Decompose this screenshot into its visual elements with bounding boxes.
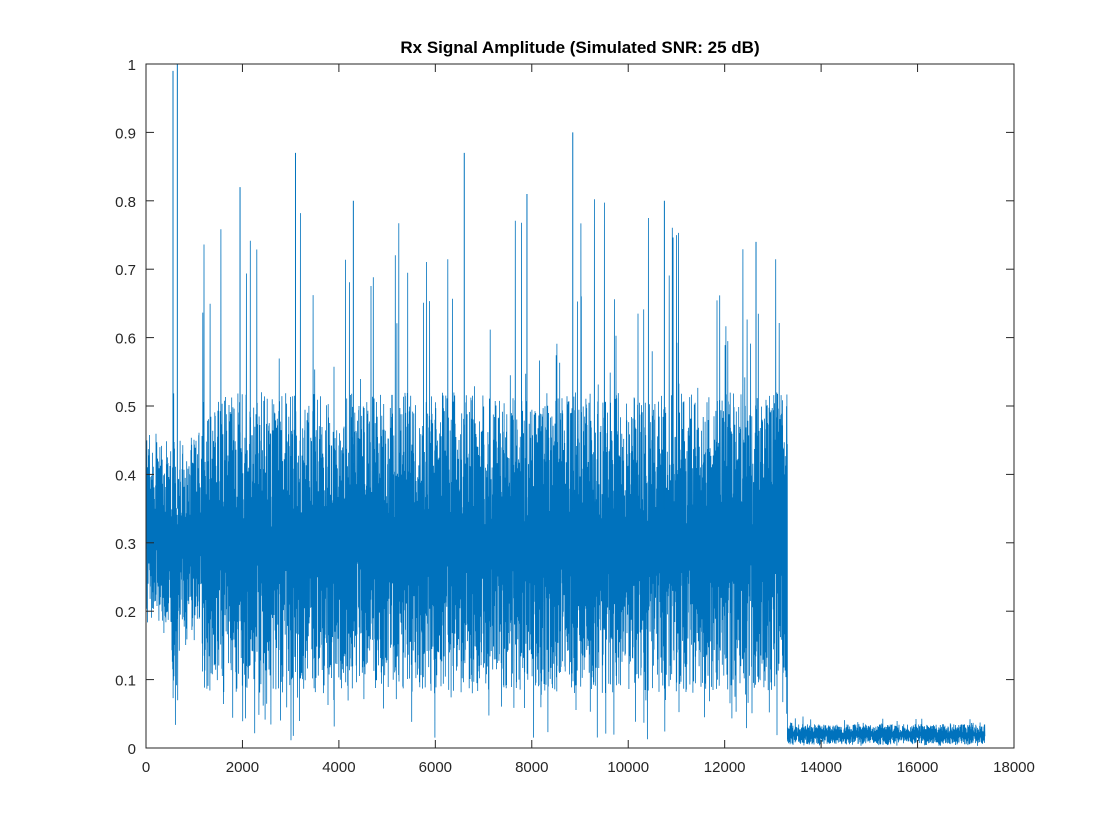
x-tick-label: 12000: [704, 759, 746, 776]
x-tick-label: 2000: [226, 759, 259, 776]
chart-title: Rx Signal Amplitude (Simulated SNR: 25 d…: [400, 38, 759, 57]
y-tick-label: 0.8: [115, 194, 136, 211]
x-tick-label: 18000: [993, 759, 1035, 776]
signal-series: [145, 64, 986, 746]
y-tick-label: 0.5: [115, 399, 136, 416]
x-tick-label: 0: [142, 759, 150, 776]
x-tick-label: 16000: [897, 759, 939, 776]
y-tick-label: 0.9: [115, 125, 136, 142]
y-tick-label: 0.6: [115, 331, 136, 348]
y-tick-label: 0.2: [115, 604, 136, 621]
y-tick-label: 0: [128, 741, 136, 758]
x-tick-label: 6000: [419, 759, 452, 776]
signal-trace: [145, 199, 986, 746]
y-tick-label: 0.4: [115, 467, 136, 484]
axis-ticks: 0 2000 4000 6000 8000 10000 12000 14000 16000 180…: [115, 57, 1035, 776]
y-tick-label: 0.1: [115, 673, 136, 690]
y-tick-label: 1: [128, 57, 136, 74]
y-tick-label: 0.3: [115, 536, 136, 553]
x-tick-label: 4000: [322, 759, 355, 776]
x-tick-label: 10000: [607, 759, 649, 776]
x-tick-label: 8000: [515, 759, 548, 776]
x-tick-label: 14000: [800, 759, 842, 776]
y-tick-label: 0.7: [115, 262, 136, 279]
